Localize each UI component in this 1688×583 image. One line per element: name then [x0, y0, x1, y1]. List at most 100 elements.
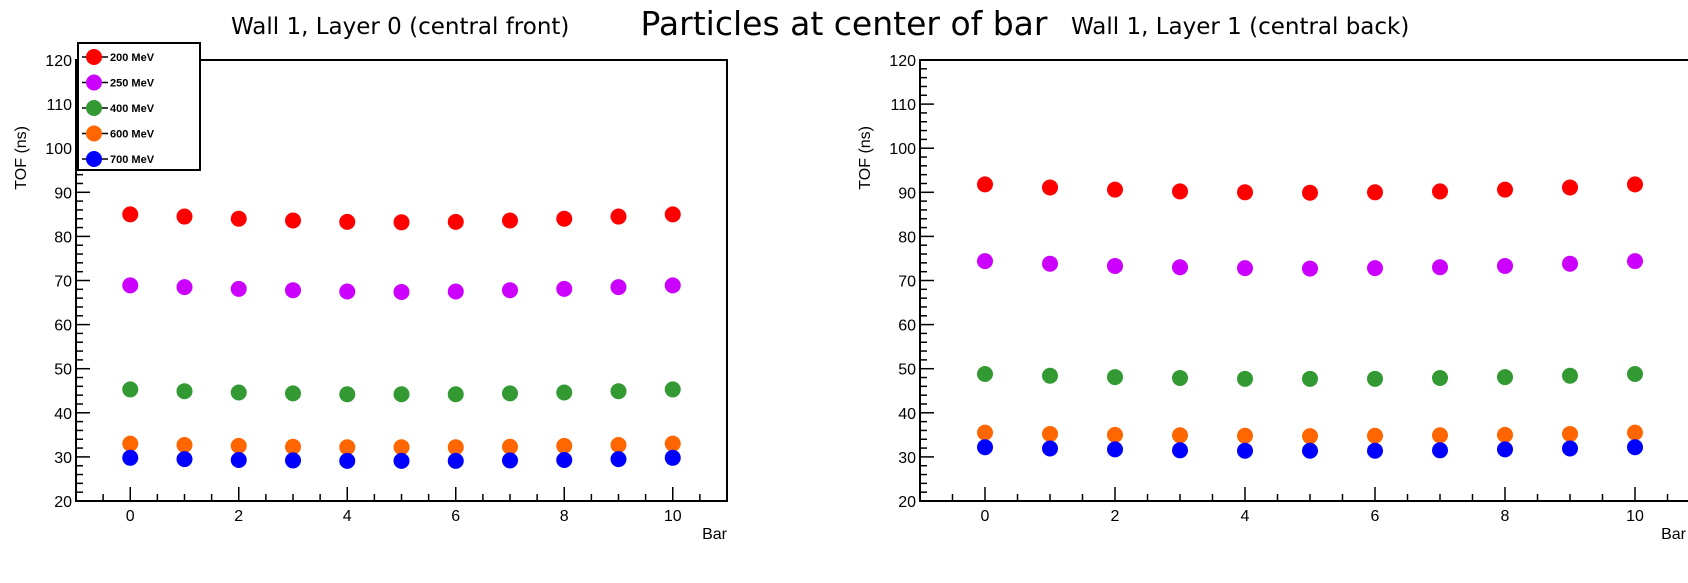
data-point: [1497, 426, 1513, 443]
data-point: [1562, 255, 1578, 272]
y-tick-label: 110: [890, 97, 916, 114]
data-point: [447, 213, 464, 230]
data-point: [977, 439, 993, 456]
data-point: [339, 452, 356, 469]
data-point: [230, 384, 247, 401]
data-point: [1042, 255, 1058, 272]
right-chart-title: Wall 1, Layer 1 (central back): [1071, 14, 1410, 40]
data-point: [556, 210, 573, 227]
legend-marker: [86, 100, 102, 116]
series-700 MeV: [122, 449, 681, 469]
data-point: [285, 452, 301, 469]
legend-label: 700 MeV: [110, 154, 155, 166]
data-point: [122, 381, 139, 398]
data-point: [122, 206, 139, 223]
data-point: [1237, 427, 1253, 444]
data-point: [1627, 424, 1643, 441]
data-point: [230, 451, 247, 468]
data-point: [1042, 440, 1058, 457]
data-point: [1432, 427, 1448, 444]
data-point: [393, 283, 410, 300]
data-point: [610, 383, 627, 400]
data-point: [122, 435, 139, 452]
data-point: [610, 279, 627, 296]
data-point: [393, 452, 410, 469]
data-point: [664, 206, 681, 223]
data-point: [556, 451, 573, 468]
data-point: [664, 435, 681, 452]
data-point: [447, 439, 464, 456]
data-point: [1042, 425, 1058, 442]
data-point: [502, 452, 518, 469]
y-tick-label: 80: [54, 229, 72, 246]
series-250 MeV: [122, 277, 681, 300]
x-tick-label: 10: [1626, 508, 1644, 525]
y-tick-label: 110: [46, 97, 72, 114]
data-point: [1172, 183, 1188, 200]
y-tick-label: 100: [45, 141, 72, 158]
x-axis-label: Bar: [702, 526, 728, 543]
data-point: [339, 213, 356, 230]
data-point: [393, 386, 410, 403]
data-point: [1107, 181, 1123, 198]
left-chart-title: Wall 1, Layer 0 (central front): [231, 14, 570, 40]
data-point: [122, 277, 139, 294]
series-#0000ff: [977, 439, 1643, 459]
data-point: [1172, 442, 1188, 459]
data-point: [339, 439, 356, 456]
data-point: [1627, 253, 1643, 270]
data-point: [1172, 369, 1188, 386]
data-point: [1302, 442, 1318, 459]
y-tick-label: 100: [889, 141, 916, 158]
data-point: [1237, 184, 1253, 201]
data-point: [1432, 442, 1448, 459]
data-point: [1302, 260, 1318, 277]
data-point: [556, 280, 573, 297]
data-point: [1237, 370, 1253, 387]
data-point: [977, 253, 993, 270]
x-tick-label: 6: [451, 508, 460, 525]
data-point: [1107, 426, 1123, 443]
data-point: [1367, 260, 1383, 277]
legend-marker: [86, 151, 102, 167]
data-point: [1627, 439, 1643, 456]
data-point: [176, 436, 193, 453]
y-axis-label: TOF (ns): [857, 126, 874, 190]
data-point: [1432, 369, 1448, 386]
data-point: [556, 437, 573, 454]
y-tick-label: 20: [54, 494, 72, 511]
data-point: [230, 210, 247, 227]
data-point: [664, 277, 681, 294]
y-tick-label: 120: [45, 53, 72, 70]
data-point: [447, 386, 464, 403]
y-tick-label: 30: [898, 450, 916, 467]
y-tick-label: 70: [54, 274, 72, 291]
data-point: [1367, 184, 1383, 201]
y-tick-label: 50: [54, 362, 72, 379]
data-point: [1497, 441, 1513, 458]
data-point: [1042, 367, 1058, 384]
data-point: [610, 208, 627, 225]
data-point: [339, 283, 356, 300]
data-point: [1172, 259, 1188, 276]
y-tick-label: 80: [898, 229, 916, 246]
data-point: [502, 282, 518, 299]
data-point: [502, 212, 518, 229]
data-point: [1237, 260, 1253, 277]
y-tick-label: 30: [54, 450, 72, 467]
data-point: [1367, 427, 1383, 444]
data-point: [1042, 179, 1058, 196]
data-point: [1627, 365, 1643, 382]
x-axis-label: Bar: [1661, 526, 1687, 543]
data-point: [1497, 181, 1513, 198]
x-tick-label: 0: [126, 508, 135, 525]
legend-marker: [86, 125, 102, 142]
y-tick-label: 120: [889, 53, 916, 70]
legend-label: 600 MeV: [110, 129, 155, 141]
series-#cc00ff: [977, 253, 1643, 277]
data-point: [1562, 367, 1578, 384]
data-point: [285, 282, 301, 299]
y-tick-label: 20: [898, 494, 916, 511]
data-point: [556, 384, 573, 401]
